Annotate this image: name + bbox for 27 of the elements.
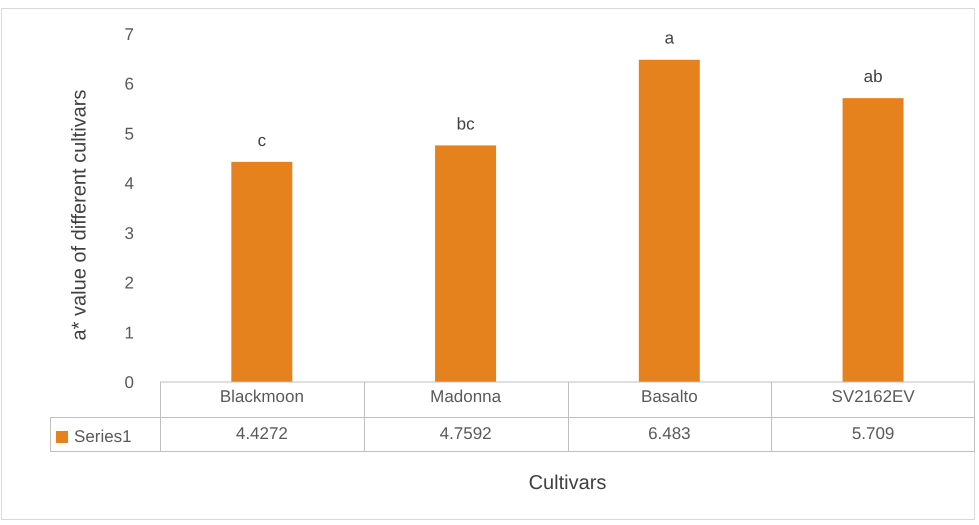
annotation: ab bbox=[864, 67, 883, 86]
y-tick-label: 4 bbox=[124, 174, 134, 194]
data-label: 4.4272 bbox=[234, 424, 289, 444]
y-tick-label: 2 bbox=[124, 274, 134, 293]
y-tick-label: 6 bbox=[124, 74, 134, 94]
bar bbox=[231, 162, 292, 382]
y-tick-label: 1 bbox=[124, 323, 134, 342]
x-tick-label: SV2162EV bbox=[832, 387, 916, 406]
bar bbox=[638, 60, 700, 382]
y-tick-label: 7 bbox=[124, 25, 134, 44]
bar bbox=[842, 98, 904, 382]
legend-label: Series1 bbox=[74, 427, 132, 447]
y-tick-label: 0 bbox=[124, 373, 134, 392]
data-label: 5.709 bbox=[850, 424, 896, 444]
data-label: 6.483 bbox=[647, 424, 692, 444]
y-tick-label: 5 bbox=[124, 124, 134, 144]
x-tick-label: Basalto bbox=[641, 387, 698, 406]
x-tick-label: Blackmoon bbox=[220, 387, 304, 406]
annotation: c bbox=[258, 130, 267, 150]
y-axis-title: a* value of different cultivars bbox=[68, 90, 92, 340]
bar bbox=[435, 145, 496, 382]
annotation: bc bbox=[456, 114, 476, 134]
x-axis-title: Cultivars bbox=[528, 472, 608, 495]
data-label: 4.7592 bbox=[438, 424, 493, 444]
annotation: a bbox=[664, 28, 675, 48]
x-tick-label: Madonna bbox=[430, 387, 502, 406]
y-tick-label: 3 bbox=[124, 224, 134, 243]
